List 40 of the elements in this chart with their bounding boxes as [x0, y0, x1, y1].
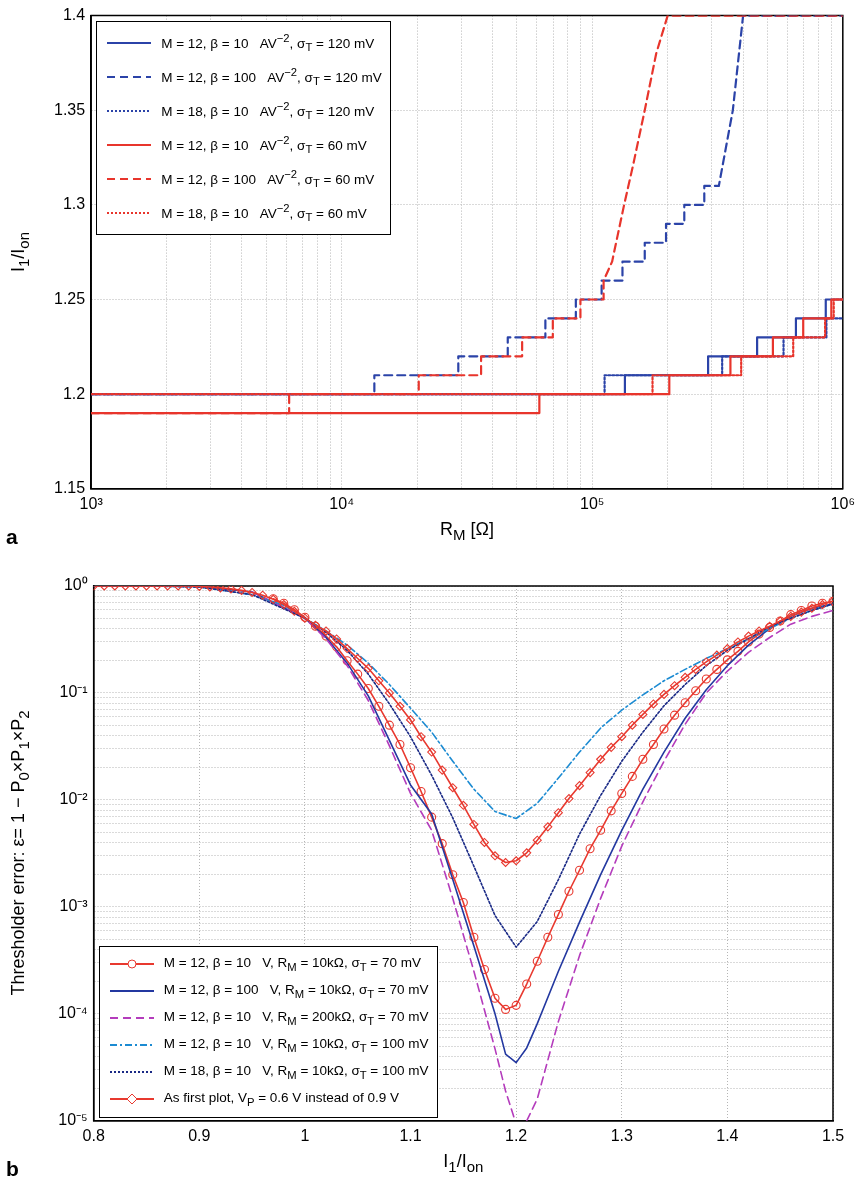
text: b — [6, 1156, 19, 1181]
x-axis-title: I$_{1}$/I$_{on}$ — [443, 1150, 484, 1175]
legend-label: M = 12, β = 100 V, R$_{M}$ = 10kΩ, σ$_{T}$ = 70 mV — [163, 982, 429, 1001]
legend-label: M = 12, β = 100 AV$^{−2}$, σ$_{T}$ = 120 mV — [161, 66, 382, 88]
y-tick-label: 1.2 — [62, 384, 86, 402]
y-tick-label: 1.4 — [62, 6, 86, 24]
x-tick-label: 1.1 — [399, 1126, 422, 1144]
legend-label: M = 12, β = 100 AV$^{−2}$, σ$_{T}$ = 60 mV — [161, 168, 375, 190]
x-tick-label: 0.9 — [188, 1126, 211, 1144]
legend-label: M = 12, β = 10 V, R$_{M}$ = 10kΩ, σ$_{T}$ = 70 mV — [163, 955, 421, 974]
x-tick-label: 10⁵ — [580, 494, 605, 512]
legend-label: M = 12, β = 10 AV$^{−2}$, σ$_{T}$ = 60 mV — [161, 134, 367, 156]
y-tick-label: 10⁻³ — [59, 897, 89, 915]
y-tick-label: 1.35 — [54, 100, 86, 118]
y-tick-label: 1.15 — [54, 479, 86, 497]
y-tick-label: 10⁻¹ — [59, 683, 88, 701]
y-tick-label: 10⁻² — [59, 790, 89, 808]
legend-label: M = 12, β = 10 AV$^{−2}$, σ$_{T}$ = 120 mV — [161, 32, 375, 54]
legend-label: M = 18, β = 10 AV$^{−2}$, σ$_{T}$ = 120 mV — [161, 100, 375, 122]
x-tick-label: 1.2 — [505, 1126, 528, 1144]
legend-label: M = 18, β = 10 V, R$_{M}$ = 10kΩ, σ$_{T}$ = 100 mV — [163, 1063, 429, 1082]
x-tick-label: 1.4 — [716, 1126, 739, 1144]
x-tick-label: 1.5 — [821, 1126, 845, 1144]
x-tick-label: 10⁴ — [329, 494, 355, 512]
legend-label: M = 12, β = 10 V, R$_{M}$ = 200kΩ, σ$_{T}$ = 70 mV — [163, 1009, 429, 1028]
y-tick-label: 1.25 — [54, 289, 86, 307]
x-tick-label: 1.3 — [610, 1126, 633, 1144]
legend-label: M = 18, β = 10 AV$^{−2}$, σ$_{T}$ = 60 mV — [161, 202, 367, 224]
x-tick-label: 0.8 — [82, 1126, 105, 1144]
y-tick-label: 10⁻⁴ — [58, 1004, 88, 1022]
legend-label: As first plot, V$_{P}$ = 0.6 V instead of 0.9 V — [163, 1090, 399, 1109]
y-tick-label: 10⁻⁵ — [58, 1111, 88, 1129]
y-tick-label: 10⁰ — [63, 576, 88, 594]
x-tick-label: 10⁶ — [830, 494, 855, 512]
x-axis-title: R$_{M}$ [Ω] — [439, 518, 494, 543]
text: a — [6, 524, 18, 549]
x-tick-label: 1 — [300, 1126, 310, 1144]
y-tick-label: 1.3 — [62, 195, 86, 213]
legend-label: M = 12, β = 10 V, R$_{M}$ = 10kΩ, σ$_{T}$ = 100 mV — [163, 1036, 429, 1055]
x-tick-label: 10³ — [79, 494, 104, 512]
